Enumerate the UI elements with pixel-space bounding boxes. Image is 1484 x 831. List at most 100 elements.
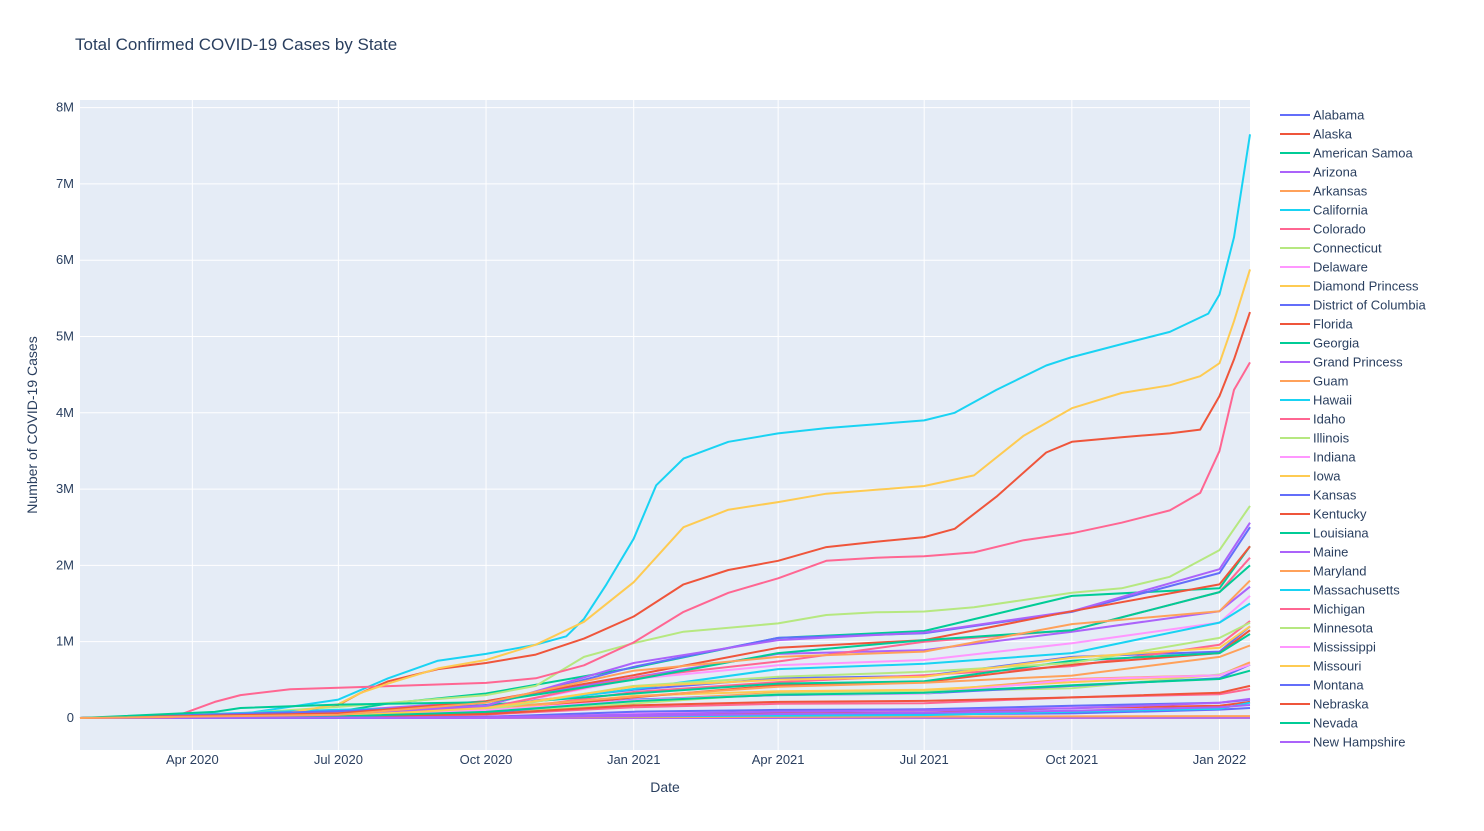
y-tick-label: 4M xyxy=(56,405,74,420)
y-tick-label: 5M xyxy=(56,329,74,344)
legend-label: Alabama xyxy=(1313,108,1365,123)
legend-item: Alabama xyxy=(1280,108,1365,123)
legend-label: Nevada xyxy=(1313,716,1359,731)
legend-label: Nebraska xyxy=(1313,697,1369,712)
legend-item: New Hampshire xyxy=(1280,735,1405,750)
legend-item: Michigan xyxy=(1280,602,1365,617)
legend-item: Indiana xyxy=(1280,450,1356,465)
y-tick-label: 0 xyxy=(67,710,74,725)
legend-item: Connecticut xyxy=(1280,241,1382,256)
legend-label: Minnesota xyxy=(1313,621,1374,636)
legend-item: Missouri xyxy=(1280,659,1362,674)
legend-item: Colorado xyxy=(1280,222,1366,237)
legend-label: Mississippi xyxy=(1313,640,1376,655)
x-axis-title: Date xyxy=(650,779,680,795)
legend-item: Guam xyxy=(1280,374,1348,389)
legend-label: Iowa xyxy=(1313,469,1341,484)
series-line xyxy=(79,579,1251,719)
legend-label: Maryland xyxy=(1313,564,1366,579)
x-tick-label: Jan 2022 xyxy=(1193,752,1247,767)
legend-item: Kentucky xyxy=(1280,507,1367,522)
legend-label: California xyxy=(1313,203,1369,218)
legend-label: Colorado xyxy=(1313,222,1366,237)
legend-label: Massachusetts xyxy=(1313,583,1400,598)
series-line xyxy=(79,669,1251,719)
legend-item: Nebraska xyxy=(1280,697,1369,712)
legend-item: Florida xyxy=(1280,317,1354,332)
x-tick-label: Oct 2020 xyxy=(460,752,513,767)
legend-item: Arkansas xyxy=(1280,184,1368,199)
y-tick-label: 3M xyxy=(56,481,74,496)
x-tick-label: Jul 2021 xyxy=(900,752,949,767)
legend-label: Missouri xyxy=(1313,659,1362,674)
legend-item: Grand Princess xyxy=(1280,355,1403,370)
y-tick-label: 8M xyxy=(56,100,74,115)
legend-label: American Samoa xyxy=(1313,146,1413,161)
legend-label: Arkansas xyxy=(1313,184,1368,199)
legend-item: Idaho xyxy=(1280,412,1346,427)
legend-item: Minnesota xyxy=(1280,621,1374,636)
x-tick-label: Jul 2020 xyxy=(314,752,363,767)
legend-label: Maine xyxy=(1313,545,1348,560)
legend-item: California xyxy=(1280,203,1369,218)
legend-item: Massachusetts xyxy=(1280,583,1400,598)
y-tick-label: 7M xyxy=(56,176,74,191)
legend-item: Mississippi xyxy=(1280,640,1376,655)
y-tick-label: 1M xyxy=(56,634,74,649)
series-line xyxy=(79,564,1251,719)
x-tick-label: Apr 2021 xyxy=(752,752,805,767)
legend-label: Diamond Princess xyxy=(1313,279,1419,294)
legend-item: Maryland xyxy=(1280,564,1366,579)
y-tick-label: 6M xyxy=(56,252,74,267)
legend-item: Hawaii xyxy=(1280,393,1352,408)
legend-label: Idaho xyxy=(1313,412,1346,427)
series-line xyxy=(79,602,1251,719)
legend-item: Arizona xyxy=(1280,165,1358,180)
series-line xyxy=(79,625,1251,719)
legend-label: Louisiana xyxy=(1313,526,1369,541)
x-axis-ticks: Apr 2020 Jul 2020 Oct 2020 Jan 2021 Apr 2021… xyxy=(166,752,1246,767)
legend-item: District of Columbia xyxy=(1280,298,1426,313)
legend-label: Guam xyxy=(1313,374,1348,389)
legend-label: Alaska xyxy=(1313,127,1353,142)
series-line xyxy=(79,545,1251,719)
grid-lines xyxy=(80,100,1250,750)
legend-item: Alaska xyxy=(1280,127,1353,142)
y-tick-label: 2M xyxy=(56,557,74,572)
legend: Alabama Alaska American Samoa Arizona Arkans… xyxy=(1280,108,1426,750)
series-line xyxy=(79,134,1251,719)
series-line xyxy=(79,269,1251,719)
legend-item: Iowa xyxy=(1280,469,1341,484)
legend-label: District of Columbia xyxy=(1313,298,1426,313)
legend-label: Kentucky xyxy=(1313,507,1367,522)
legend-item: Delaware xyxy=(1280,260,1368,275)
legend-item: Louisiana xyxy=(1280,526,1369,541)
legend-label: Connecticut xyxy=(1313,241,1382,256)
series-line xyxy=(79,505,1251,719)
legend-label: Michigan xyxy=(1313,602,1365,617)
y-axis-title: Number of COVID-19 Cases xyxy=(24,336,40,513)
legend-item: Nevada xyxy=(1280,716,1359,731)
x-tick-label: Jan 2021 xyxy=(607,752,661,767)
legend-label: Grand Princess xyxy=(1313,355,1403,370)
legend-label: Arizona xyxy=(1313,165,1358,180)
legend-label: Illinois xyxy=(1313,431,1350,446)
y-axis-ticks: 0 1M 2M 3M 4M 5M 6M 7M 8M xyxy=(56,100,74,725)
legend-item: American Samoa xyxy=(1280,146,1413,161)
legend-item: Georgia xyxy=(1280,336,1360,351)
x-tick-label: Apr 2020 xyxy=(166,752,219,767)
legend-label: Indiana xyxy=(1313,450,1356,465)
series-lines xyxy=(79,134,1251,719)
legend-item: Kansas xyxy=(1280,488,1357,503)
legend-label: Georgia xyxy=(1313,336,1360,351)
series-line xyxy=(79,361,1251,719)
legend-label: Florida xyxy=(1313,317,1354,332)
legend-item: Illinois xyxy=(1280,431,1350,446)
chart-title: Total Confirmed COVID-19 Cases by State xyxy=(75,35,397,54)
legend-item: Montana xyxy=(1280,678,1364,693)
series-line xyxy=(79,697,1251,719)
legend-label: Delaware xyxy=(1313,260,1368,275)
x-tick-label: Oct 2021 xyxy=(1045,752,1098,767)
